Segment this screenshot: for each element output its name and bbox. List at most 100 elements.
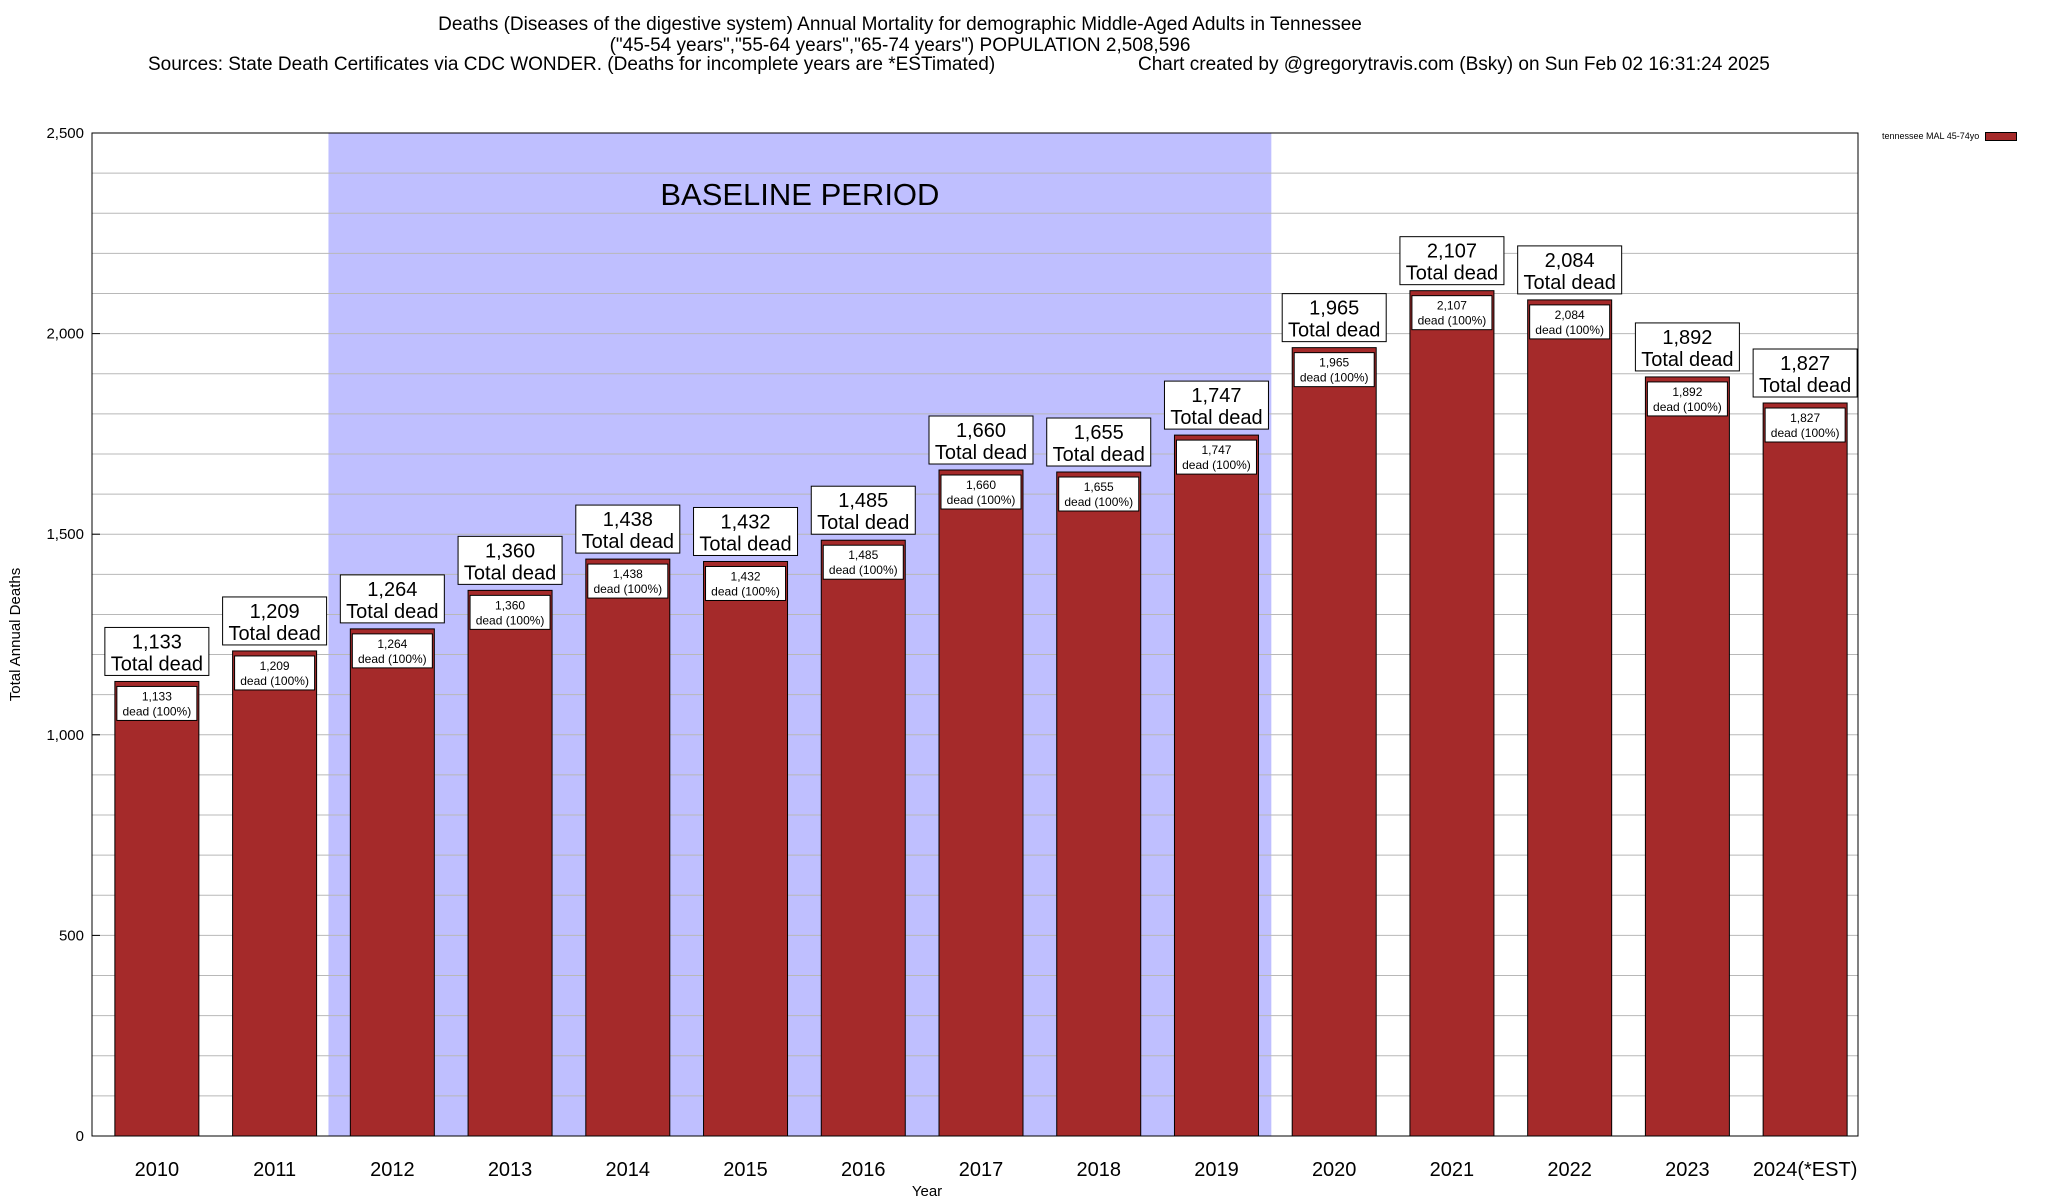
y-tick-label: 1,000 bbox=[46, 727, 84, 744]
bar-2012 bbox=[349, 628, 435, 1137]
chart-credit: Chart created by @gregorytravis.com (Bsk… bbox=[1138, 54, 1770, 75]
y-tick-label: 1,500 bbox=[46, 526, 84, 543]
x-axis-label: Year bbox=[912, 1183, 942, 1200]
inner-label-text: dead (100%) bbox=[358, 652, 427, 666]
top-label-box bbox=[339, 574, 445, 624]
chart-sources: Sources: State Death Certificates via CD… bbox=[148, 54, 996, 75]
x-tick-label: 2010 bbox=[135, 1159, 180, 1181]
top-label-text: Total dead bbox=[111, 653, 203, 675]
inner-label-value: 1,360 bbox=[495, 598, 525, 612]
top-label-value: 1,133 bbox=[132, 631, 182, 653]
top-label-box bbox=[1752, 348, 1858, 398]
top-label-box bbox=[1634, 322, 1740, 372]
legend-label: tennessee MAL 45-74yo bbox=[1882, 131, 1980, 141]
inner-label-box bbox=[469, 594, 551, 630]
top-label-text: Total dead bbox=[346, 601, 438, 623]
inner-label-value: 1,438 bbox=[613, 567, 643, 581]
inner-label-value: 1,965 bbox=[1319, 356, 1349, 370]
chart-legend: tennessee MAL 45-74yo bbox=[1882, 131, 2018, 141]
inner-label-box bbox=[822, 544, 904, 580]
bar-2019 bbox=[1173, 434, 1259, 1137]
top-label-box bbox=[1046, 417, 1152, 467]
top-label-text: Total dead bbox=[817, 512, 909, 534]
top-label-value: 2,107 bbox=[1427, 241, 1477, 263]
x-tick-label: 2016 bbox=[841, 1159, 886, 1181]
inner-label-text: dead (100%) bbox=[240, 674, 309, 688]
top-label-box bbox=[693, 506, 799, 556]
chart-title: Deaths (Diseases of the digestive system… bbox=[0, 14, 1800, 56]
top-label-value: 1,747 bbox=[1191, 385, 1241, 407]
y-tick-label: 2,500 bbox=[46, 125, 84, 142]
top-label-text: Total dead bbox=[1053, 444, 1145, 466]
inner-label-box bbox=[1764, 407, 1846, 443]
inner-label-box bbox=[940, 474, 1022, 510]
top-label-box bbox=[575, 504, 681, 554]
inner-label-text: dead (100%) bbox=[711, 584, 780, 598]
inner-label-text: dead (100%) bbox=[1300, 371, 1369, 385]
inner-label-text: dead (100%) bbox=[1182, 458, 1251, 472]
top-label-box bbox=[1399, 236, 1505, 286]
top-label-box bbox=[810, 485, 916, 535]
top-label-text: Total dead bbox=[699, 533, 791, 555]
y-axis-label: Total Annual Deaths bbox=[7, 568, 24, 701]
y-tick-label: 500 bbox=[59, 927, 84, 944]
top-label-text: Total dead bbox=[228, 623, 320, 645]
inner-label-value: 1,485 bbox=[848, 548, 878, 562]
inner-label-value: 2,084 bbox=[1555, 308, 1585, 322]
bar-2010 bbox=[114, 680, 200, 1137]
y-tick-label: 0 bbox=[76, 1128, 84, 1145]
inner-label-text: dead (100%) bbox=[829, 563, 898, 577]
top-label-value: 1,655 bbox=[1074, 422, 1124, 444]
inner-label-value: 1,892 bbox=[1672, 385, 1702, 399]
x-tick-label: 2020 bbox=[1312, 1159, 1357, 1181]
chart-title-line-1: Deaths (Diseases of the digestive system… bbox=[438, 14, 1362, 35]
top-label-text: Total dead bbox=[582, 531, 674, 553]
bar-2020 bbox=[1291, 347, 1377, 1137]
bar-2013 bbox=[467, 589, 553, 1137]
inner-label-value: 1,660 bbox=[966, 478, 996, 492]
inner-label-text: dead (100%) bbox=[593, 582, 662, 596]
top-label-value: 1,827 bbox=[1780, 353, 1830, 375]
top-label-value: 1,892 bbox=[1662, 327, 1712, 349]
x-tick-label: 2017 bbox=[959, 1159, 1004, 1181]
bar-2023 bbox=[1644, 376, 1730, 1137]
top-label-value: 2,084 bbox=[1545, 250, 1595, 272]
inner-label-value: 1,264 bbox=[377, 637, 407, 651]
bar-2024(*EST) bbox=[1762, 402, 1848, 1137]
x-tick-label: 2023 bbox=[1665, 1159, 1710, 1181]
inner-label-box bbox=[116, 685, 198, 721]
chart-title-line-2: ("45-54 years","55-64 years","65-74 year… bbox=[609, 35, 1191, 56]
bar-2016 bbox=[820, 539, 906, 1137]
inner-label-box bbox=[1411, 295, 1493, 331]
inner-label-text: dead (100%) bbox=[1653, 400, 1722, 414]
inner-label-box bbox=[587, 563, 669, 599]
top-label-value: 1,438 bbox=[603, 509, 653, 531]
top-label-value: 1,264 bbox=[367, 579, 417, 601]
top-label-text: Total dead bbox=[1524, 272, 1616, 294]
inner-label-value: 1,432 bbox=[731, 569, 761, 583]
y-tick-label: 2,000 bbox=[46, 326, 84, 343]
bar-2022 bbox=[1527, 299, 1613, 1137]
top-label-box bbox=[1517, 245, 1623, 295]
top-label-value: 1,660 bbox=[956, 420, 1006, 442]
inner-label-box bbox=[1058, 476, 1140, 512]
top-label-text: Total dead bbox=[1641, 349, 1733, 371]
plot-frame bbox=[91, 132, 1859, 1137]
top-label-box bbox=[104, 626, 210, 676]
x-tick-label: 2022 bbox=[1547, 1159, 1592, 1181]
bar-2011 bbox=[232, 650, 318, 1137]
inner-label-value: 1,133 bbox=[142, 689, 172, 703]
inner-label-text: dead (100%) bbox=[123, 704, 192, 718]
inner-label-text: dead (100%) bbox=[476, 613, 545, 627]
inner-label-text: dead (100%) bbox=[1064, 495, 1133, 509]
x-tick-label: 2021 bbox=[1430, 1159, 1475, 1181]
inner-label-value: 1,209 bbox=[260, 659, 290, 673]
inner-label-box bbox=[1293, 352, 1375, 388]
inner-label-box bbox=[1646, 381, 1728, 417]
top-label-box bbox=[457, 535, 563, 585]
x-tick-label: 2011 bbox=[253, 1159, 296, 1181]
legend-swatch bbox=[1985, 131, 2018, 141]
inner-label-box bbox=[705, 565, 787, 601]
top-label-value: 1,432 bbox=[721, 511, 771, 533]
